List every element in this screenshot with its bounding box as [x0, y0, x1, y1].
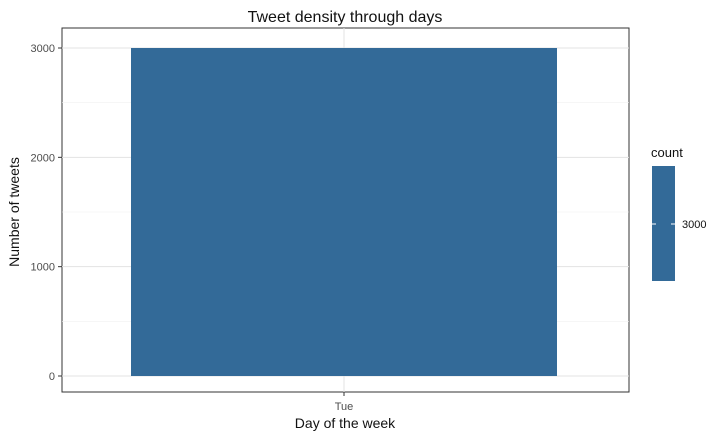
legend-title: count: [651, 145, 683, 160]
legend: count 3000: [651, 145, 706, 281]
x-axis-title: Day of the week: [295, 415, 396, 431]
x-axis-ticks: Tue: [335, 392, 354, 413]
y-tick-label: 0: [49, 371, 55, 383]
bar-tue: [131, 48, 557, 376]
x-tick-label: Tue: [335, 401, 354, 413]
y-axis-ticks: 0 1000 2000 3000: [31, 43, 62, 383]
chart-title: Tweet density through days: [248, 9, 443, 26]
y-tick-label: 1000: [31, 262, 55, 274]
y-tick-label: 3000: [31, 43, 55, 55]
y-axis-title: Number of tweets: [6, 157, 22, 267]
legend-color-bar: [652, 166, 675, 281]
y-tick-label: 2000: [31, 152, 55, 164]
bars: [131, 48, 557, 376]
legend-label: 3000: [682, 219, 706, 231]
